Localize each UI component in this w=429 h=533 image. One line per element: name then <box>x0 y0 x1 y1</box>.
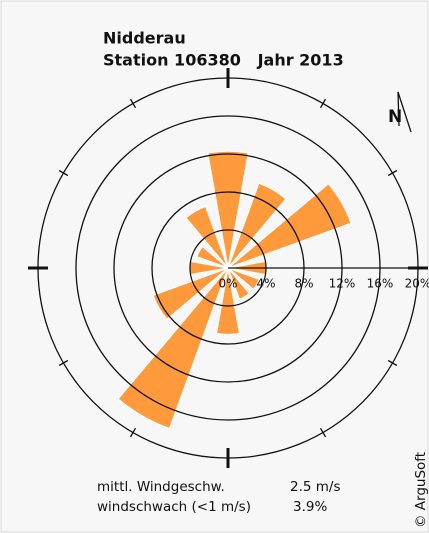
r-tick-label: 12% <box>329 277 356 291</box>
compass-tick <box>58 359 69 367</box>
stat-label: mittl. Windgeschw. <box>97 479 225 495</box>
r-tick-label: 16% <box>367 277 394 291</box>
compass-tick <box>58 169 69 177</box>
r-tick-label: 8% <box>294 277 313 291</box>
chart-subtitle: Station 106380 Jahr 2013 <box>103 51 344 70</box>
r-tick-label: 20% <box>405 277 429 291</box>
compass-tick <box>387 169 398 177</box>
chart-title: Nidderau <box>103 29 186 48</box>
r-tick-label: 4% <box>256 277 275 291</box>
compass-tick <box>387 359 398 367</box>
petal <box>195 245 229 269</box>
petal <box>117 267 229 430</box>
copyright: © ArguSoft <box>413 452 429 528</box>
compass-tick <box>319 427 327 438</box>
stat-value: 2.5 m/s <box>290 479 341 495</box>
petal <box>227 182 352 269</box>
petal <box>227 267 251 301</box>
compass-tick <box>319 98 327 109</box>
stat-label: windschwach (<1 m/s) <box>97 499 251 515</box>
north-label: N <box>388 107 402 127</box>
petal <box>215 267 241 336</box>
r-tick-label: 0% <box>218 277 237 291</box>
north-arrow <box>397 91 412 133</box>
petal <box>227 182 287 269</box>
petal <box>207 150 249 269</box>
petal <box>227 267 261 291</box>
compass-tick <box>129 98 137 109</box>
compass-tick <box>129 427 137 438</box>
stat-value: 3.9% <box>293 499 327 515</box>
petal <box>152 267 229 321</box>
petal <box>185 205 229 269</box>
